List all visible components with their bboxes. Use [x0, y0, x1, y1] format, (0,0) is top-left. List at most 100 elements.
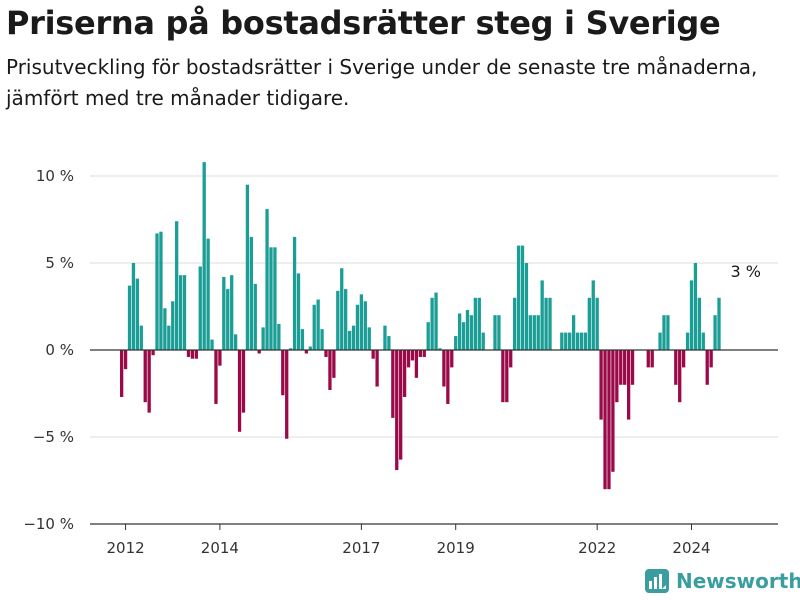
bar-positive [367, 327, 371, 350]
bar-positive [344, 289, 348, 350]
bar-positive [308, 346, 312, 350]
brand-name: Newsworthy [676, 569, 800, 593]
bar-positive [516, 245, 521, 350]
bar-negative [190, 350, 195, 359]
bar-positive [469, 315, 474, 350]
bar-negative [237, 350, 242, 432]
bar-positive [438, 348, 442, 350]
bar-positive [226, 289, 230, 350]
bar-positive [666, 315, 670, 350]
x-tick-label: 2014 [201, 539, 239, 557]
bar-positive [544, 297, 548, 350]
bar-positive [316, 299, 320, 350]
bar-negative [418, 350, 422, 357]
bar-positive [513, 297, 517, 350]
bar-negative [607, 350, 611, 490]
bar-positive [135, 278, 140, 350]
bar-positive [269, 247, 273, 350]
latest-value-label: 3 % [731, 262, 761, 281]
bar-negative [615, 350, 619, 403]
bar-positive [363, 301, 367, 350]
bar-positive [383, 325, 387, 350]
bar-positive [233, 334, 238, 350]
bar-negative [599, 350, 603, 420]
bar-negative [218, 350, 222, 366]
bar-negative [143, 350, 147, 403]
bar-negative [674, 350, 678, 385]
bar-chart: 10 % 5 % 0 % −5 % −10 % 2012 2014 2017 2019 2022… [23, 162, 778, 557]
bar-positive [171, 301, 175, 350]
bar-negative [626, 350, 631, 420]
bar-negative [395, 350, 399, 471]
bar-positive [288, 348, 293, 350]
bar-positive [265, 209, 269, 350]
bar-positive [713, 315, 717, 350]
y-tick-label: 10 % [36, 167, 74, 185]
bar-positive [273, 247, 277, 350]
bar-positive [520, 245, 525, 350]
bar-positive [206, 238, 210, 350]
y-tick-label: 5 % [45, 254, 74, 272]
bar-positive [336, 290, 340, 350]
bar-positive [277, 323, 281, 350]
bar-positive [261, 327, 265, 350]
bar-positive [465, 309, 470, 350]
bar-positive [587, 297, 591, 350]
bar-positive [426, 322, 430, 350]
y-axis-labels: 10 % 5 % 0 % −5 % −10 % [23, 167, 74, 533]
bar-negative [501, 350, 505, 403]
bar-positive [540, 280, 544, 350]
bar-negative [406, 350, 411, 368]
bar-negative [705, 350, 709, 385]
bar-negative [422, 350, 426, 357]
bar-positive [155, 233, 159, 350]
bar-positive [292, 236, 297, 350]
bar-positive [139, 325, 143, 350]
bar-negative [285, 350, 289, 439]
bar-positive [583, 332, 588, 350]
chart-subtitle: Prisutveckling för bostadsrätter i Sveri… [6, 55, 758, 110]
bar-series [120, 162, 721, 490]
bar-positive [340, 268, 344, 350]
bar-positive [477, 297, 481, 350]
bar-negative [214, 350, 218, 404]
bar-negative [414, 350, 419, 378]
bar-positive [575, 332, 580, 350]
bar-negative [123, 350, 128, 370]
newsworthy-chart-logo-icon [645, 569, 669, 593]
bar-negative [603, 350, 607, 490]
bar-positive [568, 332, 572, 350]
bar-positive [312, 304, 316, 350]
bar-positive [253, 283, 257, 350]
annotations: 3 % [731, 262, 761, 281]
bar-positive [689, 280, 694, 350]
bar-negative [186, 350, 191, 357]
bar-negative [650, 350, 654, 368]
axes [90, 349, 778, 530]
bar-negative [194, 350, 198, 359]
bar-negative [151, 350, 155, 356]
bar-positive [182, 275, 187, 350]
bar-positive [701, 332, 705, 350]
bar-positive [481, 332, 485, 350]
bar-positive [249, 236, 253, 350]
bar-positive [497, 315, 501, 350]
bar-negative [304, 350, 309, 354]
bar-positive [202, 162, 206, 350]
bar-positive [159, 231, 163, 350]
bar-positive [536, 315, 540, 350]
bar-positive [571, 315, 576, 350]
bar-negative [281, 350, 285, 396]
bar-positive [131, 263, 136, 350]
x-tick-label: 2012 [106, 539, 144, 557]
bar-negative [241, 350, 246, 413]
bar-positive [454, 336, 458, 350]
bar-positive [697, 297, 702, 350]
chart-title: Priserna på bostadsrätter steg i Sverige [6, 4, 721, 42]
bar-negative [619, 350, 623, 385]
bar-positive [387, 336, 391, 350]
bar-positive [198, 266, 202, 350]
bar-positive [658, 332, 662, 350]
bar-negative [399, 350, 403, 460]
bar-positive [178, 275, 183, 350]
